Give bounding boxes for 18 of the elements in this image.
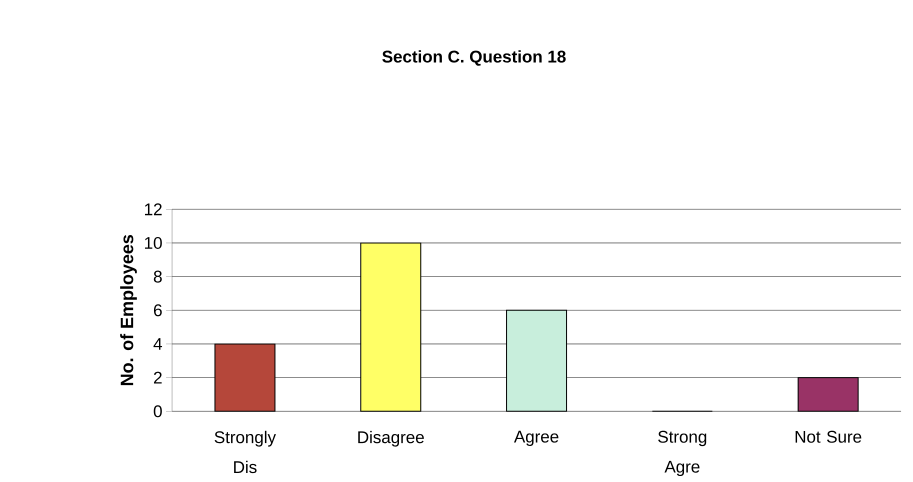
y-tick-label: 10 bbox=[144, 236, 162, 249]
bar bbox=[214, 343, 276, 412]
x-tick-label: Agree bbox=[514, 430, 558, 446]
x-tick-label: Strongly Dis bbox=[214, 430, 276, 474]
x-tick-label: Disagree bbox=[358, 430, 424, 447]
y-tick-label: 8 bbox=[154, 270, 162, 283]
y-tick-label: 0 bbox=[154, 405, 162, 418]
y-tick-label: 4 bbox=[154, 338, 162, 350]
y-tick-label: 12 bbox=[144, 203, 162, 216]
chart-title: Section C. Question 18 bbox=[382, 50, 566, 66]
x-tick-label: Not Sure bbox=[796, 430, 862, 443]
x-tick-label: Strong Agre bbox=[658, 430, 706, 476]
bar bbox=[506, 310, 568, 412]
y-axis-title: No. of Employees bbox=[120, 234, 137, 386]
bar bbox=[798, 377, 859, 412]
y-tick-label: 6 bbox=[154, 304, 162, 316]
bar bbox=[360, 242, 422, 412]
y-tick-label: 2 bbox=[154, 372, 162, 384]
